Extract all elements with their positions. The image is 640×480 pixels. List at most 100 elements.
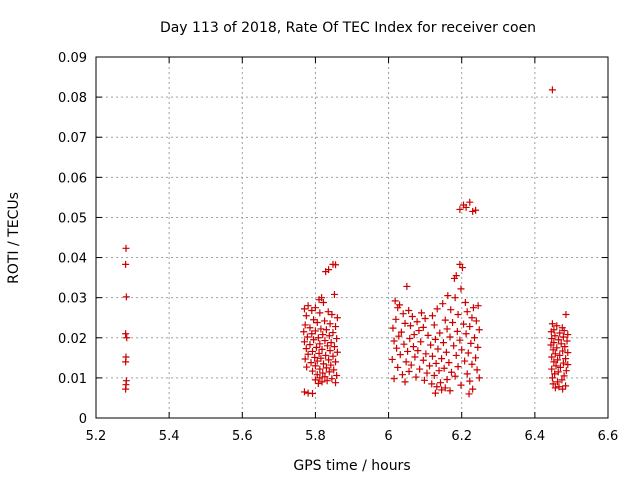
data-point <box>423 369 431 377</box>
data-point <box>475 374 483 382</box>
data-point <box>316 309 324 317</box>
y-tick-label: 0.05 <box>58 211 87 226</box>
data-point <box>559 333 567 341</box>
data-point <box>318 345 326 353</box>
data-point <box>399 310 407 318</box>
data-point <box>458 346 466 354</box>
data-point <box>322 326 330 334</box>
data-point <box>451 372 459 380</box>
plot-frame <box>95 56 609 419</box>
data-point <box>391 297 399 305</box>
data-point <box>551 350 559 358</box>
data-point <box>452 351 460 359</box>
data-point <box>402 358 410 366</box>
data-point <box>447 368 455 376</box>
data-point <box>325 332 333 340</box>
data-point <box>554 368 562 376</box>
data-point <box>427 341 435 349</box>
data-point <box>316 340 324 348</box>
data-point <box>472 354 480 362</box>
data-point <box>547 341 555 349</box>
data-point <box>460 320 468 328</box>
data-point <box>444 292 452 300</box>
data-point <box>122 385 130 393</box>
data-point <box>564 331 572 339</box>
data-point <box>474 343 482 351</box>
data-point <box>304 350 312 358</box>
data-point <box>394 304 402 312</box>
data-point <box>431 335 439 343</box>
data-point <box>446 387 454 395</box>
data-point <box>306 341 314 349</box>
data-point <box>457 381 465 389</box>
data-point <box>333 335 341 343</box>
data-point <box>414 347 422 355</box>
data-point <box>316 374 324 382</box>
data-point <box>450 342 458 350</box>
data-point <box>300 338 308 346</box>
data-point <box>311 362 319 370</box>
data-point <box>424 331 432 339</box>
data-point <box>311 353 319 361</box>
data-point <box>562 311 570 319</box>
data-point <box>333 348 341 356</box>
data-point <box>396 351 404 359</box>
data-point <box>419 323 427 331</box>
data-point <box>548 353 556 361</box>
data-point <box>393 344 401 352</box>
data-point <box>550 358 558 366</box>
data-point <box>319 369 327 377</box>
data-point <box>332 323 340 331</box>
data-point <box>450 274 458 282</box>
data-point <box>332 379 340 387</box>
data-point <box>330 290 338 298</box>
data-point <box>306 324 314 332</box>
data-point <box>547 328 555 336</box>
data-point <box>314 380 322 388</box>
data-points <box>122 86 572 398</box>
data-point <box>556 329 564 337</box>
data-point <box>304 302 312 310</box>
data-point <box>422 350 430 358</box>
data-point <box>469 207 477 215</box>
data-point <box>548 86 556 94</box>
data-point <box>560 372 568 380</box>
data-point <box>317 325 325 333</box>
data-point <box>323 342 331 350</box>
data-point <box>407 361 415 369</box>
data-point <box>475 326 483 334</box>
y-tick-label: 0.03 <box>58 292 87 307</box>
data-point <box>430 371 438 379</box>
data-point <box>398 371 406 379</box>
y-tick-label: 0 <box>79 412 87 427</box>
data-point <box>122 293 130 301</box>
data-point <box>317 354 325 362</box>
data-point <box>561 343 569 351</box>
data-point <box>449 319 457 327</box>
data-point <box>555 336 563 344</box>
data-point <box>300 305 308 313</box>
data-point <box>462 330 470 338</box>
x-tick-label: 6.2 <box>451 429 472 444</box>
data-point <box>434 345 442 353</box>
data-point <box>445 359 453 367</box>
data-point <box>453 327 461 335</box>
data-point <box>333 371 341 379</box>
data-point <box>461 357 469 365</box>
data-point <box>327 361 335 369</box>
data-point <box>122 330 130 338</box>
data-point <box>415 327 423 335</box>
data-point <box>439 300 447 308</box>
data-point <box>302 345 310 353</box>
y-tick-label: 0.06 <box>58 171 87 186</box>
data-point <box>558 376 566 384</box>
data-point <box>412 373 420 381</box>
data-point <box>471 334 479 342</box>
data-point <box>328 311 336 319</box>
y-tick-label: 0.07 <box>58 131 87 146</box>
data-point <box>329 329 337 337</box>
data-point <box>311 376 319 384</box>
data-point <box>324 308 332 316</box>
data-point <box>417 338 425 346</box>
